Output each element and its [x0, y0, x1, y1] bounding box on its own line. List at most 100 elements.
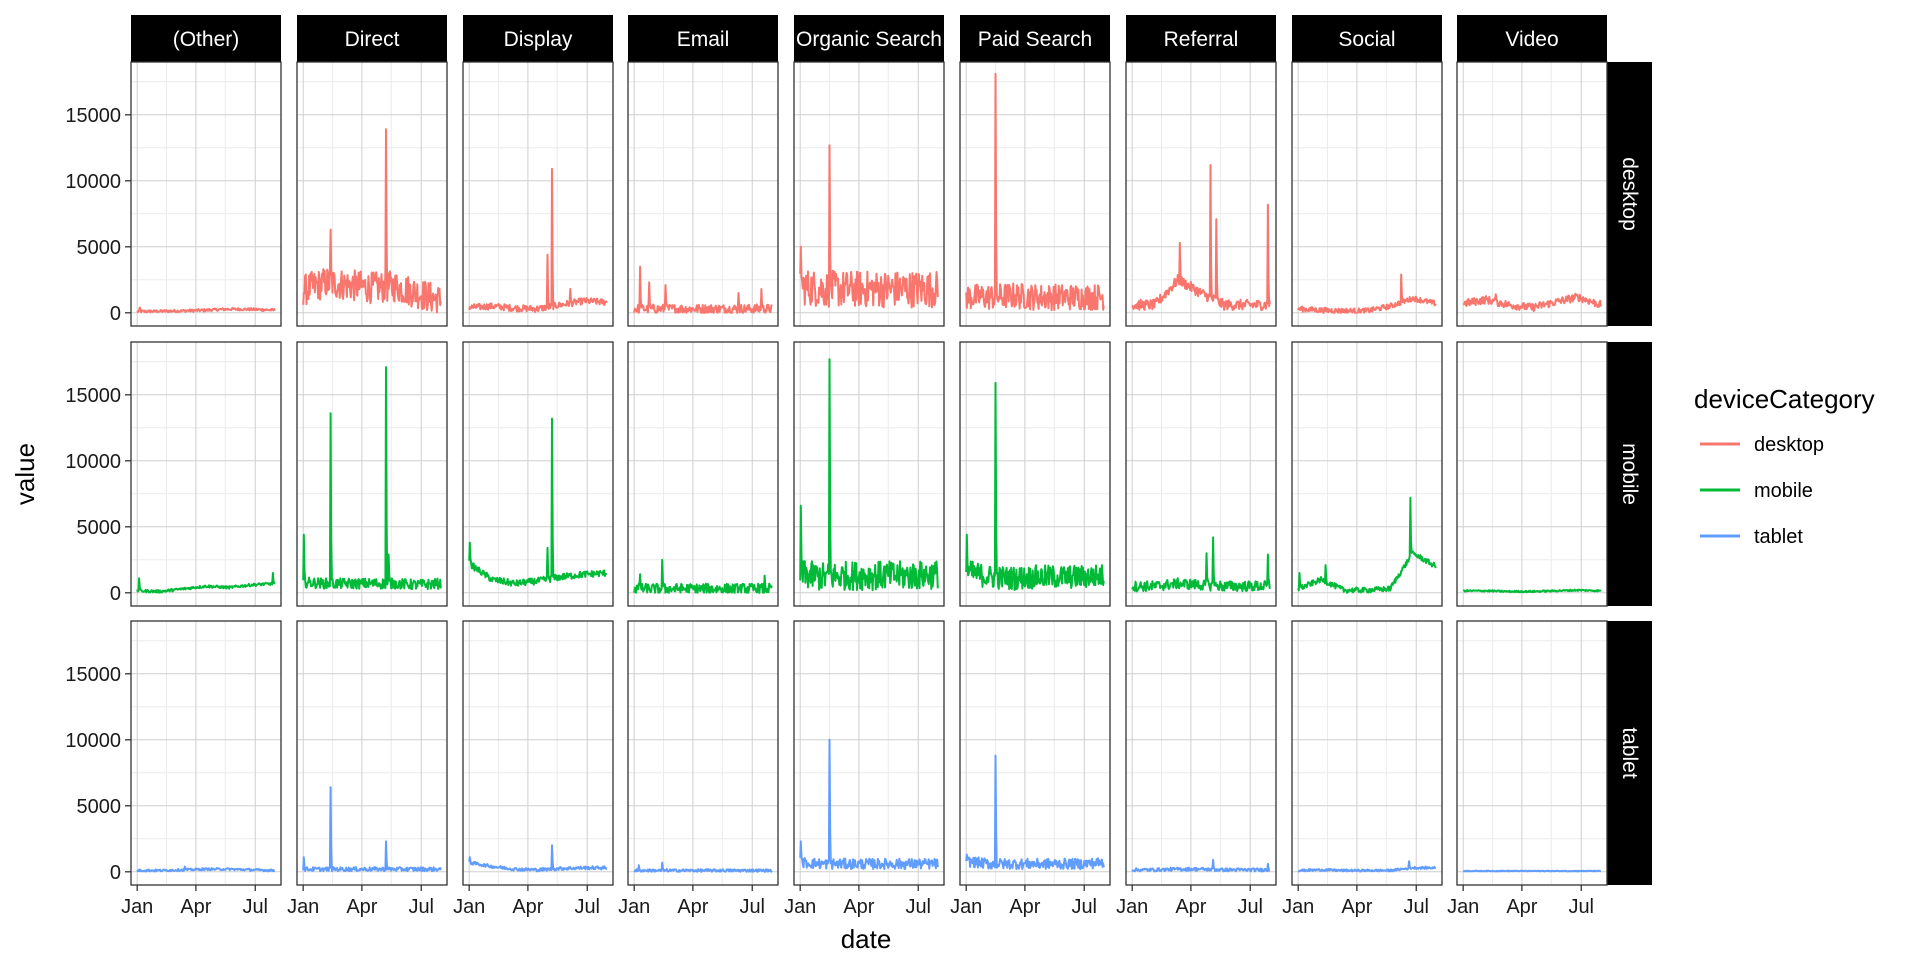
- x-tick-label: Jul: [1403, 896, 1429, 918]
- x-tick-label: Apr: [512, 896, 543, 918]
- series-line: [468, 167, 608, 313]
- series-line: [1131, 858, 1271, 873]
- facet-column-label: Paid Search: [978, 28, 1092, 51]
- facet-row-label: mobile: [1618, 443, 1641, 505]
- x-tick-label: Apr: [346, 896, 377, 918]
- series-line: [1297, 273, 1437, 314]
- facet-panel: [462, 620, 614, 886]
- facet-column-label: Social: [1338, 28, 1395, 51]
- facet-column-strip: Referral: [1126, 15, 1276, 62]
- x-tick-label: Jan: [287, 896, 319, 918]
- facet-column-strip: Social: [1292, 15, 1442, 62]
- series-line: [633, 861, 773, 873]
- facet-column-label: Organic Search: [796, 28, 942, 51]
- facet-panel: [130, 341, 282, 607]
- x-tick-label: Jul: [739, 896, 765, 918]
- x-tick-label: Apr: [180, 896, 211, 918]
- y-tick-label: 10000: [65, 451, 121, 473]
- facet-panel: [1291, 61, 1443, 327]
- y-tick-label: 15000: [65, 385, 121, 407]
- legend-label: desktop: [1754, 434, 1824, 456]
- x-tick-label: Apr: [677, 896, 708, 918]
- series-line: [799, 358, 939, 592]
- y-axis-title: value: [10, 443, 40, 505]
- x-tick-label: Jul: [574, 896, 600, 918]
- series-line: [302, 128, 442, 314]
- facet-panel: [296, 61, 448, 327]
- x-tick-label: Apr: [1175, 896, 1206, 918]
- legend-title: deviceCategory: [1694, 384, 1875, 414]
- series-line: [136, 572, 276, 594]
- y-tick-label: 15000: [65, 105, 121, 127]
- series-line: [1462, 869, 1602, 873]
- series-line: [1131, 164, 1271, 312]
- x-tick-label: Jan: [1447, 896, 1479, 918]
- x-tick-label: Jan: [784, 896, 816, 918]
- facet-panel: [462, 341, 614, 607]
- series-line: [965, 72, 1105, 312]
- series-line: [302, 786, 442, 873]
- facet-row-strip: mobile: [1607, 342, 1652, 606]
- y-tick-label: 10000: [65, 171, 121, 193]
- facet-panel: [793, 620, 945, 886]
- x-tick-label: Jul: [1568, 896, 1594, 918]
- x-tick-label: Jan: [453, 896, 485, 918]
- facet-row-label: desktop: [1618, 157, 1641, 231]
- facet-column-strip: Email: [628, 15, 778, 62]
- series-line: [633, 558, 773, 594]
- y-tick-label: 10000: [65, 730, 121, 752]
- facet-column-label: Direct: [345, 28, 400, 51]
- facet-column-strip: (Other): [131, 15, 281, 62]
- facet-column-label: (Other): [173, 28, 240, 51]
- x-tick-label: Jul: [1237, 896, 1263, 918]
- facet-panel: [1456, 620, 1608, 886]
- x-tick-label: Jan: [1116, 896, 1148, 918]
- facet-panel: [130, 620, 282, 886]
- x-tick-label: Jul: [408, 896, 434, 918]
- series-line: [1297, 860, 1437, 873]
- y-tick-label: 0: [110, 303, 121, 325]
- facet-panel: [1456, 61, 1608, 327]
- x-tick-label: Jan: [1282, 896, 1314, 918]
- legend-entry: desktop: [1700, 434, 1824, 456]
- facet-column-label: Email: [677, 28, 730, 51]
- series-line: [1462, 292, 1602, 312]
- legend-label: mobile: [1754, 480, 1813, 502]
- x-tick-label: Apr: [1506, 896, 1537, 918]
- series-line: [302, 366, 442, 591]
- legend-label: tablet: [1754, 526, 1803, 548]
- facet-panel: [959, 341, 1111, 607]
- y-tick-label: 5000: [77, 517, 122, 539]
- series-line: [136, 306, 276, 314]
- y-tick-label: 15000: [65, 664, 121, 686]
- y-tick-label: 0: [110, 862, 121, 884]
- facet-column-strip: Display: [463, 15, 613, 62]
- facet-column-label: Referral: [1164, 28, 1239, 51]
- x-tick-label: Jan: [121, 896, 153, 918]
- facet-panel: [462, 61, 614, 327]
- facet-panel: [627, 341, 779, 607]
- series-line: [468, 417, 608, 587]
- facet-panel: [296, 620, 448, 886]
- x-tick-label: Apr: [843, 896, 874, 918]
- facet-column-strip: Direct: [297, 15, 447, 62]
- series-line: [1462, 588, 1602, 594]
- facet-panel: [1291, 620, 1443, 886]
- series-line: [1131, 536, 1271, 593]
- facet-panel: [793, 341, 945, 607]
- facet-column-strip: Paid Search: [960, 15, 1110, 62]
- facet-column-strip: Video: [1457, 15, 1607, 62]
- legend-entry: mobile: [1700, 480, 1813, 502]
- legend: deviceCategory desktop mobile tablet: [1694, 384, 1875, 548]
- facet-panel: [627, 620, 779, 886]
- x-tick-label: Jul: [905, 896, 931, 918]
- facet-panel: [296, 341, 448, 607]
- x-axis-title: date: [841, 924, 892, 954]
- series-line: [136, 865, 276, 873]
- y-tick-label: 0: [110, 583, 121, 605]
- facet-column-strip: Organic Search: [794, 15, 944, 62]
- series-line: [468, 844, 608, 873]
- facet-panel: [1456, 341, 1608, 607]
- x-tick-label: Apr: [1009, 896, 1040, 918]
